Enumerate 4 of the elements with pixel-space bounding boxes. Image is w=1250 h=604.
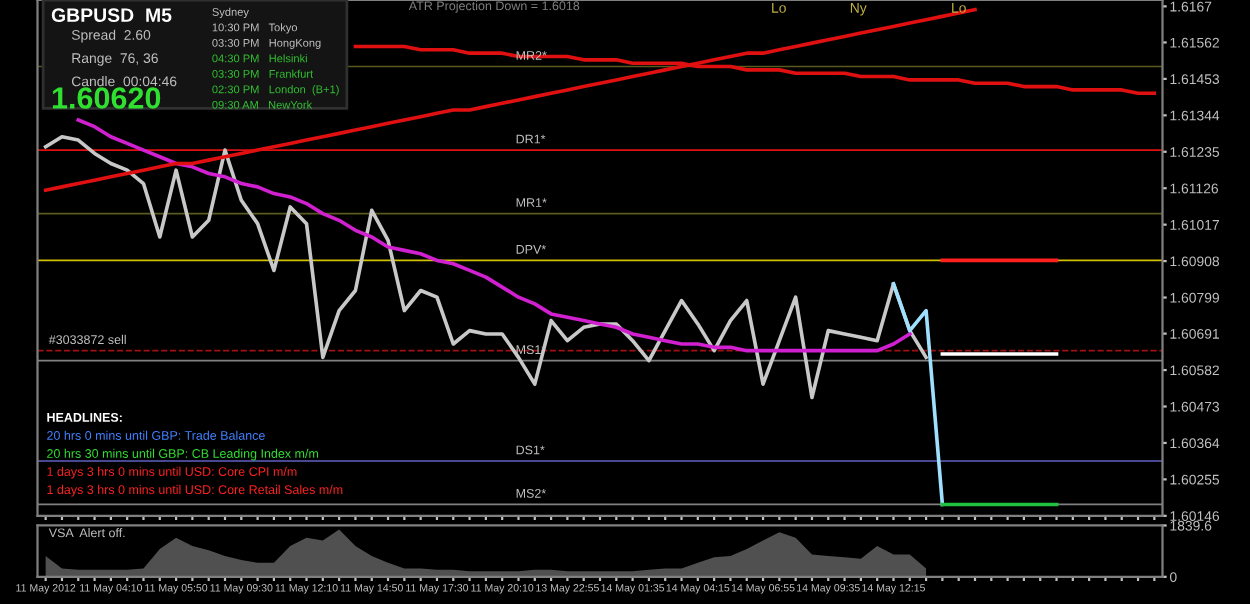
- annotation: 1.60620: [52, 87, 161, 109]
- line-series: [891, 282, 945, 507]
- line-series: [43, 134, 928, 400]
- annotation: GBPUSD M5: [51, 8, 172, 23]
